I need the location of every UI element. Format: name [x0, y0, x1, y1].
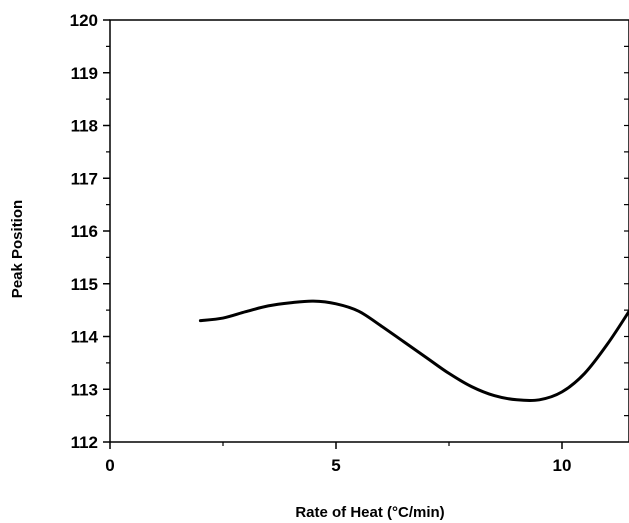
plot-frame: [109, 19, 629, 443]
y-tick-label: 112: [71, 433, 98, 452]
x-tick-label: 5: [331, 456, 340, 475]
y-tick-label: 117: [71, 169, 98, 188]
y-axis-title: Peak Position: [9, 200, 26, 298]
y-axis: 112 113 114 115 116 117 118 119 120: [70, 11, 110, 452]
x-tick-label: 0: [105, 456, 114, 475]
y-tick-label: 119: [71, 64, 98, 83]
x-axis: 05101520: [105, 442, 572, 475]
right-axis-ticks: [624, 45, 629, 417]
series-line: [198, 299, 629, 403]
x-axis-title: Rate of Heat (°C/min): [295, 504, 444, 521]
y-tick-label: 120: [70, 11, 98, 30]
y-tick-label: 113: [71, 380, 98, 399]
y-tick-label: 116: [71, 222, 98, 241]
y-tick-label: 115: [71, 275, 98, 294]
y-tick-label: 114: [71, 328, 99, 347]
x-tick-label: 10: [553, 456, 572, 475]
y-tick-label: 118: [71, 117, 98, 136]
